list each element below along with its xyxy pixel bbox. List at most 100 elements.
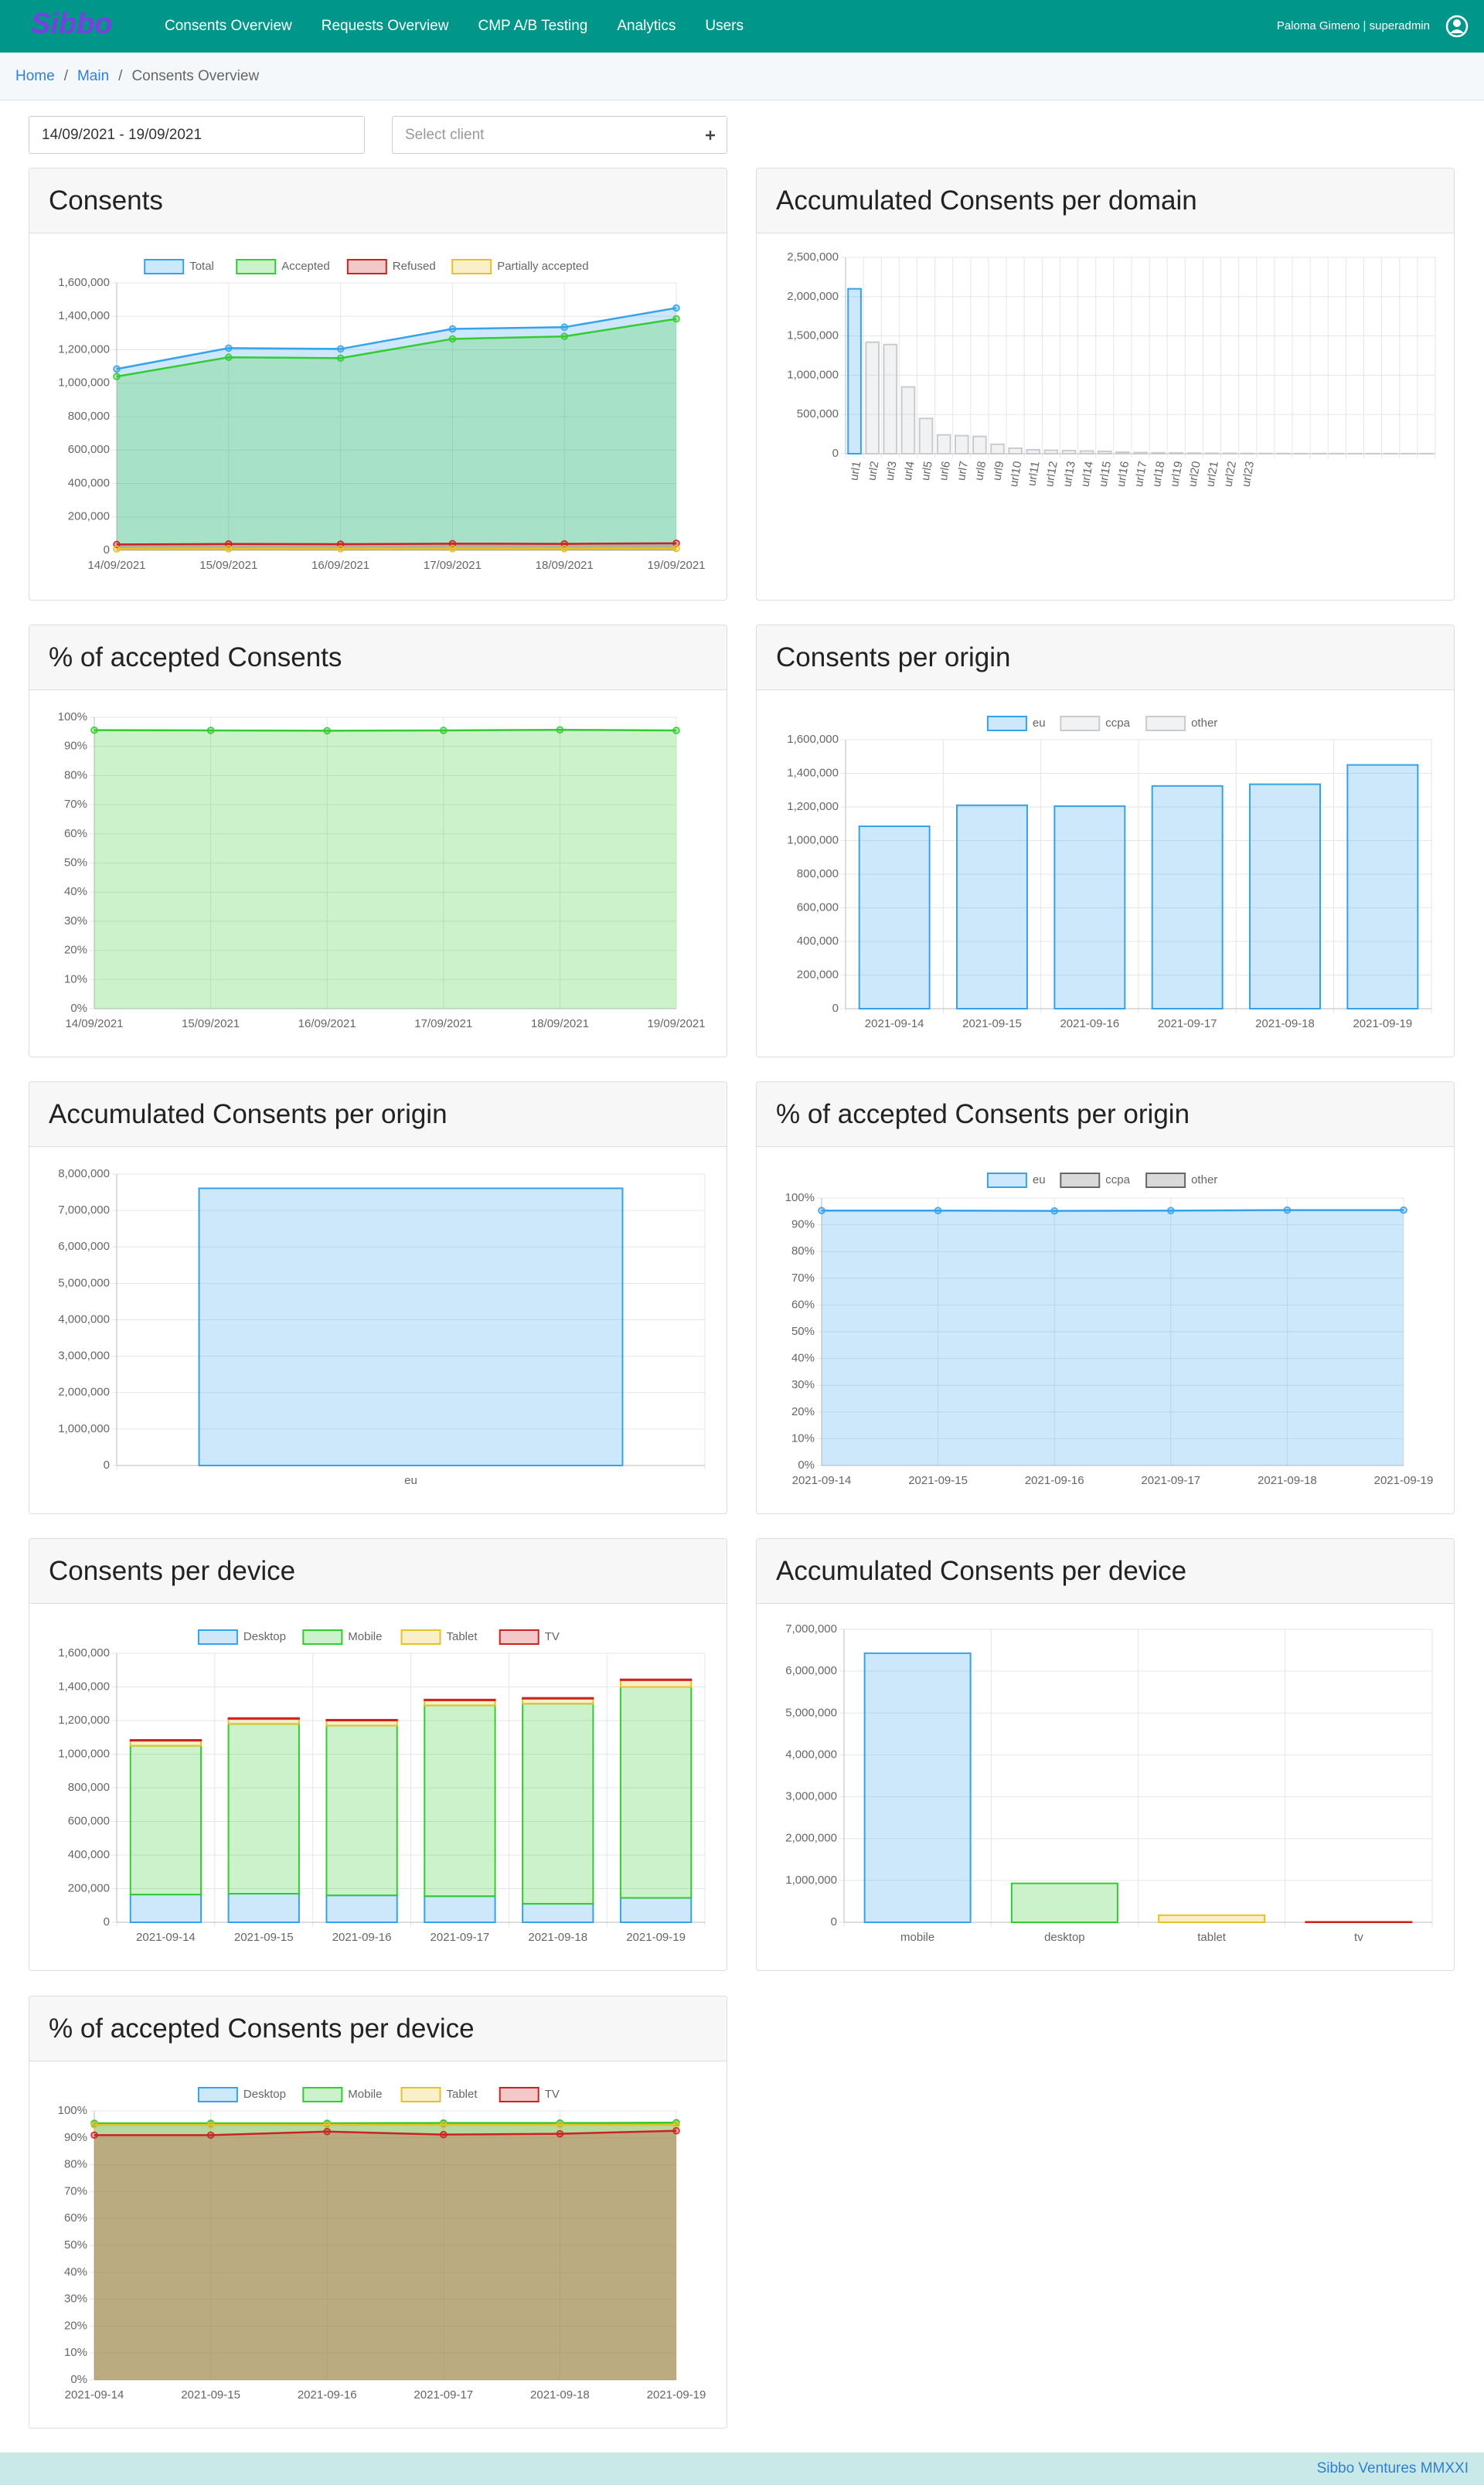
x-tick-label: 19/09/2021 — [647, 559, 705, 572]
y-tick-label: 80% — [791, 1244, 815, 1258]
date-range-input[interactable]: 14/09/2021 - 19/09/2021 — [29, 116, 365, 154]
bar — [227, 1893, 300, 1923]
x-tick-label: eu — [404, 1474, 417, 1487]
chart: 0 200,000 400,000 600,000 800,000 1,000,000 1,… — [787, 716, 1432, 1030]
point — [448, 335, 457, 343]
y-tick-label: 0 — [832, 1002, 839, 1015]
y-tick-label: 100% — [58, 710, 87, 723]
nav-link[interactable]: Consents Overview — [165, 18, 292, 34]
x-tick-label: url22 — [1221, 460, 1239, 488]
nav-link[interactable]: Analytics — [617, 18, 676, 34]
y-tick-label: 70% — [791, 1271, 815, 1285]
legend-swatch — [346, 259, 387, 274]
footer: Sibbo Ventures MMXXI — [0, 2453, 1484, 2485]
y-tick-label: 800,000 — [68, 410, 110, 423]
logo[interactable]: Sibbo — [31, 8, 113, 40]
nav-link[interactable]: Users — [705, 18, 744, 34]
legend-swatch — [197, 1629, 238, 1645]
user-name[interactable]: Paloma Gimeno | superadmin — [1276, 19, 1430, 32]
point — [440, 2121, 448, 2129]
y-tick-label: 1,400,000 — [58, 309, 110, 322]
legend-swatch — [400, 2087, 441, 2102]
y-tick-label: 8,000,000 — [58, 1167, 110, 1180]
x-tick-label: 2021-09-16 — [1025, 1474, 1084, 1487]
bar — [1115, 451, 1130, 454]
bar — [522, 1703, 594, 1905]
chart-panel: % of accepted Consents 0% 10% 20% 30% 40% 50% 6… — [29, 625, 727, 1057]
breadcrumb-current: Consents Overview — [131, 67, 260, 84]
bar — [227, 1717, 300, 1720]
point — [113, 365, 121, 373]
nav-link[interactable]: Requests Overview — [321, 18, 449, 34]
legend-swatch — [451, 259, 492, 274]
y-tick-label: 200,000 — [68, 510, 110, 523]
chart: 0% 10% 20% 30% 40% 50% 60% 70% 80% 90% 100% 14/09/2… — [58, 710, 706, 1030]
bar — [325, 1894, 398, 1924]
chart-panel: Consents per device 0 200,000 400,000 600,00… — [29, 1538, 727, 1971]
point — [934, 1207, 942, 1215]
bar — [1151, 451, 1166, 454]
nav-link[interactable]: CMP A/B Testing — [478, 18, 588, 34]
chart-panel: Consents per origin 0 200,000 400,000 600,00… — [756, 625, 1455, 1057]
y-tick-label: 0 — [104, 1915, 110, 1928]
legend-swatch — [400, 1629, 441, 1645]
chart: 0% 10% 20% 30% 40% 50% 60% 70% 80% 90% 100% 2021-09… — [785, 1173, 1433, 1487]
nav-items: Consents Overview Requests Overview CMP … — [165, 0, 744, 53]
panel-title: % of accepted Consents per origin — [757, 1082, 1454, 1147]
x-tick-label: 2021-09-14 — [136, 1931, 196, 1944]
x-tick-label: 2021-09-18 — [530, 2388, 590, 2402]
point — [113, 545, 121, 553]
y-tick-label: 40% — [791, 1352, 815, 1365]
bar — [990, 443, 1005, 455]
line — [116, 307, 677, 370]
y-tick-label: 70% — [64, 798, 87, 811]
breadcrumb-link[interactable]: Home — [15, 67, 55, 84]
x-tick-label: 14/09/2021 — [65, 1017, 123, 1030]
bar — [1026, 448, 1041, 455]
legend-swatch — [197, 2087, 238, 2102]
y-tick-label: 1,600,000 — [58, 1646, 110, 1660]
y-tick-label: 1,200,000 — [58, 342, 110, 356]
legend-swatch — [1060, 716, 1101, 731]
y-tick-label: 10% — [791, 1431, 815, 1445]
y-tick-label: 200,000 — [797, 968, 839, 981]
point — [90, 726, 98, 734]
y-tick-label: 60% — [64, 827, 87, 840]
line — [116, 547, 677, 550]
client-select[interactable]: Select client — [392, 116, 727, 154]
point — [1283, 1206, 1292, 1214]
x-tick-label: url18 — [1150, 460, 1168, 488]
legend-label: Accepted — [281, 260, 330, 273]
y-tick-label: 60% — [791, 1298, 815, 1311]
x-tick-label: 18/09/2021 — [536, 559, 594, 572]
chart-panel: % of accepted Consents per device 0% 10% 20… — [29, 1996, 727, 2429]
point — [90, 2131, 98, 2139]
bar — [522, 1697, 594, 1700]
point — [448, 325, 457, 333]
bar — [1010, 1882, 1118, 1924]
legend-swatch — [236, 259, 277, 274]
y-tick-label: 1,400,000 — [58, 1680, 110, 1693]
user-icon[interactable] — [1445, 15, 1469, 38]
point — [672, 544, 680, 553]
x-tick-label: url1 — [847, 460, 863, 482]
point — [225, 344, 233, 352]
area — [94, 730, 676, 1009]
x-tick-label: 19/09/2021 — [647, 1017, 705, 1030]
bar — [325, 1718, 398, 1722]
y-tick-label: 6,000,000 — [785, 1664, 837, 1677]
y-tick-label: 1,000,000 — [58, 1747, 110, 1760]
x-tick-label: url11 — [1025, 460, 1042, 487]
breadcrumb: Home / Main / Consents Overview — [0, 53, 1484, 100]
point — [556, 2121, 564, 2129]
bar — [1169, 451, 1184, 455]
area — [117, 308, 676, 550]
point — [225, 545, 233, 553]
bar — [1008, 447, 1023, 455]
x-tick-label: url8 — [972, 460, 989, 482]
x-tick-label: 2021-09-14 — [865, 1017, 924, 1030]
x-tick-label: url21 — [1203, 460, 1221, 488]
legend-label: ccpa — [1105, 717, 1130, 730]
y-tick-label: 600,000 — [797, 900, 839, 914]
breadcrumb-link[interactable]: Main — [77, 67, 110, 84]
